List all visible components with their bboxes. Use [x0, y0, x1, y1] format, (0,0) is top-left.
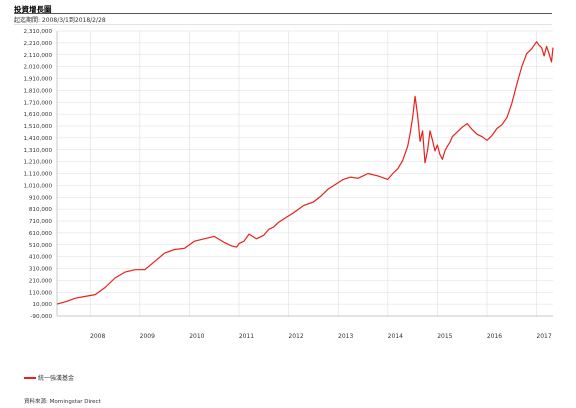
x-tick-label: 2010: [189, 333, 204, 340]
y-tick-label: 1,310,000: [24, 148, 53, 154]
y-tick-label: 410,000: [29, 255, 53, 261]
subtitle-divider: [14, 24, 552, 25]
x-tick-label: 2015: [437, 333, 452, 340]
legend-label: 統一強漢基金: [38, 375, 75, 382]
y-tick-label: 10,000: [32, 302, 52, 308]
x-tick-label: 2013: [338, 333, 353, 340]
y-tick-label: 2,310,000: [24, 29, 53, 35]
x-tick-label: 2009: [140, 333, 155, 340]
x-tick-label: 2012: [288, 333, 303, 340]
x-tick-label: 2014: [388, 333, 403, 340]
y-tick-label: 810,000: [29, 207, 53, 213]
period-label: 起迄期間: 2008/3/1到2018/2/28: [14, 17, 106, 24]
y-tick-label: 110,000: [29, 290, 53, 296]
data-source: 資料來源: Morningstar Direct: [24, 399, 101, 405]
chart-axes: [56, 31, 553, 317]
title-divider: [14, 13, 552, 14]
chart-series: [56, 41, 554, 305]
y-tick-label: -90,000: [30, 314, 52, 320]
y-tick-label: 610,000: [29, 231, 53, 237]
x-tick-label: 2011: [239, 333, 254, 340]
y-tick-label: 910,000: [29, 195, 53, 201]
legend-swatch: [24, 376, 36, 379]
y-tick-label: 2,010,000: [24, 65, 53, 71]
y-tick-label: 1,210,000: [24, 160, 53, 166]
x-tick-label: 2008: [90, 333, 105, 340]
series-line-0: [56, 41, 554, 305]
y-tick-label: 510,000: [29, 243, 53, 249]
y-tick-label: 2,210,000: [24, 41, 53, 47]
y-tick-label: 710,000: [29, 219, 53, 225]
chart-title: 投資增長圖: [14, 5, 52, 14]
y-tick-label: 2,110,000: [24, 53, 53, 59]
chart-tick-labels: 2,310,000 2,210,000 2,110,000 2,010,000 1,91…: [24, 29, 552, 340]
y-tick-label: 1,810,000: [24, 88, 53, 94]
x-tick-label: 2017: [536, 333, 551, 340]
chart-legend: 統一強漢基金: [24, 373, 74, 382]
chart-grid: [57, 30, 553, 317]
y-tick-label: 1,710,000: [24, 100, 53, 106]
y-tick-label: 1,110,000: [24, 172, 53, 178]
y-tick-label: 1,910,000: [24, 77, 53, 83]
y-tick-label: 1,610,000: [24, 112, 53, 118]
y-tick-label: 210,000: [29, 278, 53, 284]
y-tick-label: 310,000: [29, 267, 53, 273]
y-tick-label: 1,510,000: [24, 124, 53, 130]
y-tick-label: 1,010,000: [24, 183, 53, 189]
x-tick-label: 2016: [487, 333, 502, 340]
y-tick-label: 1,410,000: [24, 136, 53, 142]
